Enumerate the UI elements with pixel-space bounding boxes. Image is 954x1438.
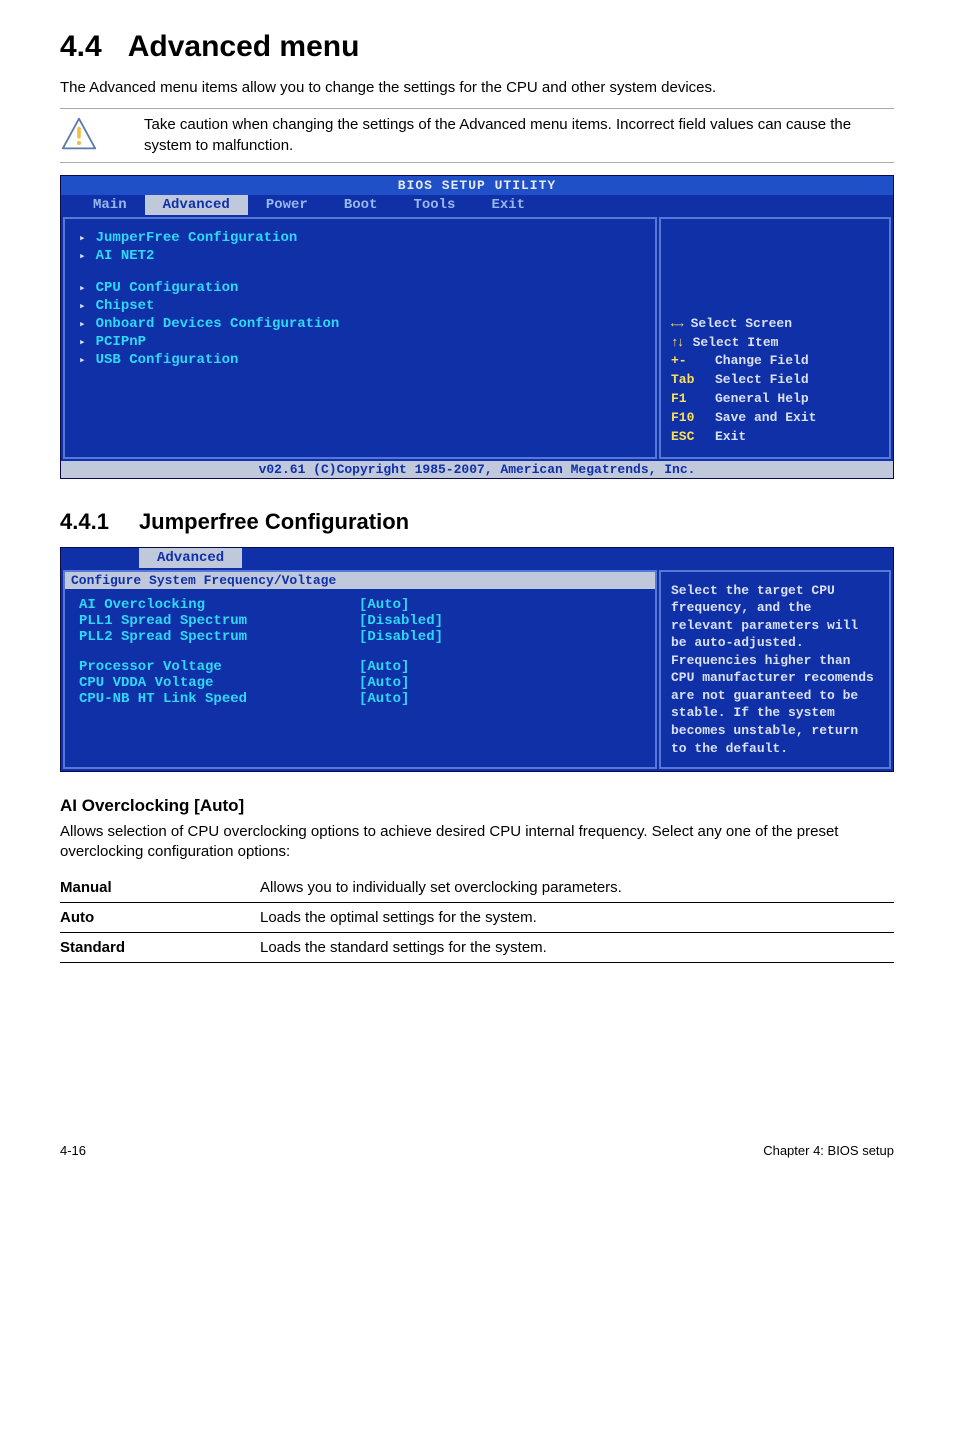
opt-standard-label: Standard	[60, 932, 260, 962]
options-table: ManualAllows you to individually set ove…	[60, 873, 894, 963]
bios-screen-main: BIOS SETUP UTILITY Main Advanced Power B…	[60, 175, 894, 479]
subsection-number: 4.4.1	[60, 509, 109, 534]
bios-item-usb[interactable]: USB Configuration	[79, 351, 641, 369]
tab-boot[interactable]: Boot	[326, 195, 396, 215]
bios-item-ainet2[interactable]: AI NET2	[79, 247, 641, 265]
bios-title: BIOS SETUP UTILITY	[61, 176, 893, 195]
caution-text: Take caution when changing the settings …	[144, 115, 894, 156]
caution-icon	[60, 115, 98, 153]
opt-manual-label: Manual	[60, 873, 260, 903]
subsection-title: 4.4.1 Jumperfree Configuration	[60, 509, 894, 535]
opt-standard-desc: Loads the standard settings for the syst…	[260, 932, 894, 962]
bios-item-onboard[interactable]: Onboard Devices Configuration	[79, 315, 641, 333]
cfg-pll2[interactable]: PLL2 Spread Spectrum[Disabled]	[79, 629, 641, 645]
bios2-left-pane: Configure System Frequency/Voltage AI Ov…	[63, 570, 657, 769]
section-number: 4.4	[60, 30, 102, 63]
section-title: 4.4 Advanced menu	[60, 30, 894, 64]
opt-auto-label: Auto	[60, 902, 260, 932]
section-heading: Advanced menu	[128, 30, 360, 63]
bios-item-jumperfree[interactable]: JumperFree Configuration	[79, 229, 641, 247]
caution-note: Take caution when changing the settings …	[60, 108, 894, 163]
bios-item-pcipnp[interactable]: PCIPnP	[79, 333, 641, 351]
key-general-help: F1General Help	[671, 390, 879, 409]
tab-main[interactable]: Main	[75, 195, 145, 215]
key-select-field: TabSelect Field	[671, 371, 879, 390]
table-row: ManualAllows you to individually set ove…	[60, 873, 894, 903]
cfg-vdda-voltage[interactable]: CPU VDDA Voltage[Auto]	[79, 675, 641, 691]
cfg-proc-voltage[interactable]: Processor Voltage[Auto]	[79, 659, 641, 675]
key-exit: ESCExit	[671, 428, 879, 447]
bios-footer: v02.61 (C)Copyright 1985-2007, American …	[61, 461, 893, 478]
overclock-paragraph: Allows selection of CPU overclocking opt…	[60, 822, 894, 863]
opt-auto-desc: Loads the optimal settings for the syste…	[260, 902, 894, 932]
page-number: 4-16	[60, 1143, 86, 1158]
bios-item-chipset[interactable]: Chipset	[79, 297, 641, 315]
tab-advanced-2[interactable]: Advanced	[139, 548, 242, 568]
subsection-heading: Jumperfree Configuration	[139, 509, 409, 534]
key-select-item: Select Item	[671, 334, 879, 353]
bios-tabs: Main Advanced Power Boot Tools Exit	[61, 195, 893, 215]
tab-exit[interactable]: Exit	[473, 195, 543, 215]
bios-screen-jumperfree: Advanced Configure System Frequency/Volt…	[60, 547, 894, 772]
chapter-label: Chapter 4: BIOS setup	[763, 1143, 894, 1158]
tab-power[interactable]: Power	[248, 195, 326, 215]
bios-left-pane: JumperFree Configuration AI NET2 CPU Con…	[63, 217, 657, 459]
overclock-heading: AI Overclocking [Auto]	[60, 796, 894, 816]
tab-advanced[interactable]: Advanced	[145, 195, 248, 215]
bios-right-pane: Select Screen Select Item +-Change Field…	[659, 217, 891, 459]
cfg-ai-overclocking[interactable]: AI Overclocking[Auto]	[79, 597, 641, 613]
key-select-screen: Select Screen	[671, 315, 879, 334]
table-row: StandardLoads the standard settings for …	[60, 932, 894, 962]
bios2-tabs: Advanced	[61, 548, 893, 568]
cfg-pll1[interactable]: PLL1 Spread Spectrum[Disabled]	[79, 613, 641, 629]
key-save-exit: F10Save and Exit	[671, 409, 879, 428]
key-change-field: +-Change Field	[671, 352, 879, 371]
bios2-help-text: Select the target CPU frequency, and the…	[671, 582, 879, 757]
opt-manual-desc: Allows you to individually set overclock…	[260, 873, 894, 903]
bios-item-cpu[interactable]: CPU Configuration	[79, 279, 641, 297]
tab-tools[interactable]: Tools	[395, 195, 473, 215]
table-row: AutoLoads the optimal settings for the s…	[60, 902, 894, 932]
cfg-ht-link[interactable]: CPU-NB HT Link Speed[Auto]	[79, 691, 641, 707]
bios-key-help: Select Screen Select Item +-Change Field…	[671, 315, 879, 447]
bios2-subhead: Configure System Frequency/Voltage	[65, 572, 655, 589]
page-footer: 4-16 Chapter 4: BIOS setup	[60, 1143, 894, 1158]
bios2-right-pane: Select the target CPU frequency, and the…	[659, 570, 891, 769]
intro-paragraph: The Advanced menu items allow you to cha…	[60, 78, 894, 98]
